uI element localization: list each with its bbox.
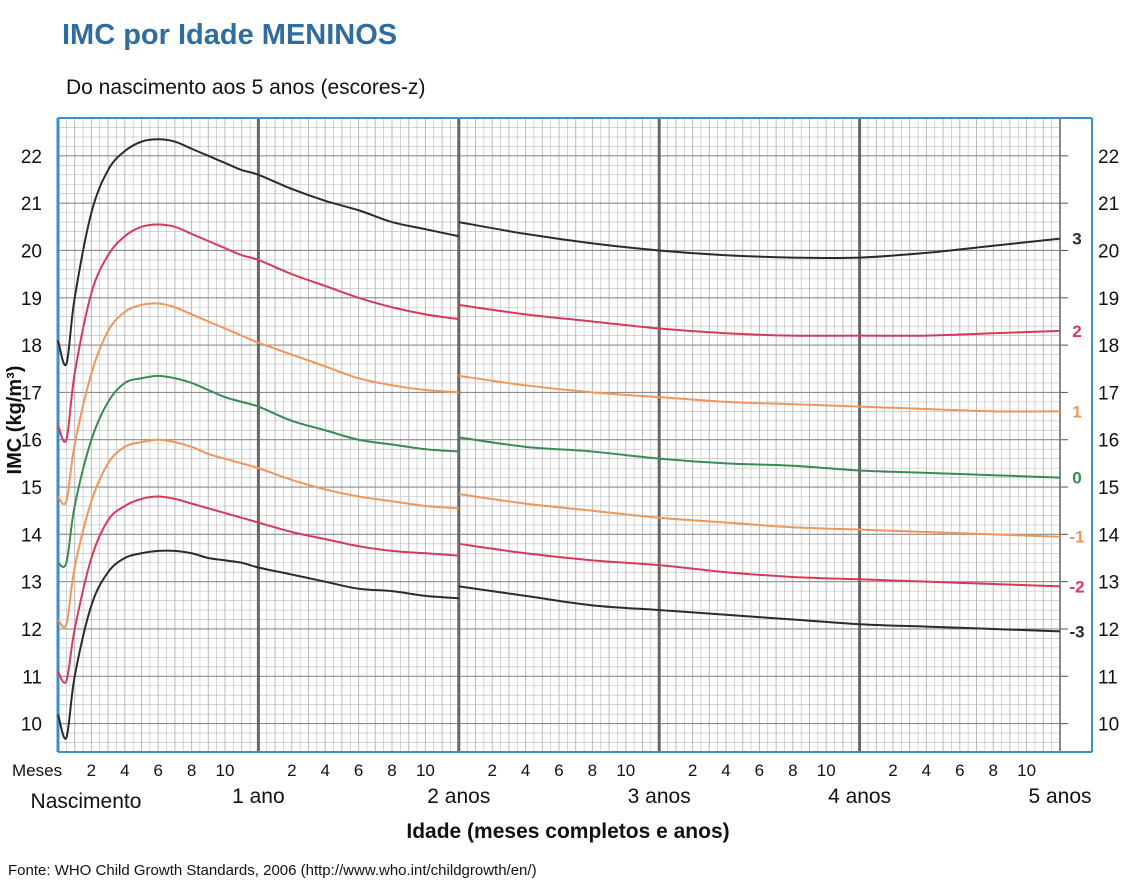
- x-year-label: Nascimento: [31, 790, 142, 813]
- x-month-tick-label: 6: [755, 761, 764, 780]
- curve-z-2: [57, 223, 459, 443]
- curve-z--2: [458, 542, 1061, 588]
- x-month-tick-label: 6: [955, 761, 964, 780]
- series-label-z-3: 3: [1072, 230, 1081, 249]
- x-month-tick-label: 8: [788, 761, 797, 780]
- y-tick-label-left: 17: [21, 383, 42, 404]
- y-tick-label-right: 21: [1098, 194, 1119, 215]
- y-tick-label-left: 22: [21, 147, 42, 168]
- x-month-tick-label: 4: [320, 761, 329, 780]
- y-axis-label: IMC (kg/m³): [4, 366, 26, 475]
- x-month-tick-label: 4: [721, 761, 730, 780]
- y-tick-label-right: 17: [1098, 383, 1119, 404]
- x-month-tick-label: 6: [153, 761, 162, 780]
- y-tick-label-left: 14: [21, 525, 43, 546]
- curve-z--3: [458, 585, 1061, 633]
- y-tick-label-right: 14: [1098, 525, 1120, 546]
- curve-z-1: [57, 302, 459, 506]
- x-month-tick-label: 8: [588, 761, 597, 780]
- series-label-z--1: -1: [1069, 528, 1084, 547]
- plot-frame: [56, 117, 1093, 753]
- series-label-z-1: 1: [1072, 402, 1081, 421]
- x-year-label: 3 anos: [628, 785, 691, 808]
- y-tick-label-left: 16: [21, 431, 42, 452]
- y-tick-label-left: 18: [21, 336, 42, 357]
- y-tick-label-right: 20: [1098, 241, 1119, 262]
- curve-z--2: [57, 495, 459, 684]
- y-tick-label-right: 22: [1098, 147, 1119, 168]
- y-tick-label-right: 18: [1098, 336, 1119, 357]
- x-year-label: 5 anos: [1028, 785, 1091, 808]
- x-month-tick-label: 8: [187, 761, 196, 780]
- y-tick-label-right: 11: [1098, 667, 1118, 688]
- curve-z-1: [458, 374, 1061, 413]
- y-tick-label-right: 16: [1098, 431, 1119, 452]
- x-month-tick-label: 10: [416, 761, 435, 780]
- x-year-label: 2 anos: [427, 785, 490, 808]
- curve-z--3: [57, 549, 459, 740]
- x-month-tick-label: 6: [554, 761, 563, 780]
- y-tick-label-right: 15: [1098, 478, 1119, 499]
- y-tick-label-left: 12: [21, 620, 42, 641]
- x-month-tick-label: 4: [521, 761, 530, 780]
- grid: [58, 117, 1060, 753]
- curve-z-3: [458, 221, 1061, 260]
- x-month-tick-label: 4: [922, 761, 931, 780]
- chart-subtitle: Do nascimento aos 5 anos (escores-z): [66, 76, 426, 99]
- y-tick-label-left: 20: [21, 241, 42, 262]
- x-month-tick-label: 10: [817, 761, 836, 780]
- x-axis-label: Idade (meses completos e anos): [406, 820, 729, 843]
- x-month-tick-label: 2: [87, 761, 96, 780]
- x-tick-labels: Meses 2 4 6 8 10 2 4 6 8 10 2 4 6 8 10 2 4 6 8 10 2 4 6 8 10 Nasci…: [12, 761, 1092, 813]
- x-month-tick-label: 6: [354, 761, 363, 780]
- x-year-label: 4 anos: [828, 785, 891, 808]
- series-label-z-2: 2: [1072, 322, 1081, 341]
- series-label-z--3: -3: [1069, 622, 1084, 641]
- x-month-tick-label: 2: [487, 761, 496, 780]
- source-note: Fonte: WHO Child Growth Standards, 2006 …: [8, 862, 537, 879]
- curve-z-0: [57, 374, 459, 568]
- x-month-tick-label: 8: [387, 761, 396, 780]
- x-meses-label: Meses: [12, 761, 62, 780]
- x-month-tick-label: 2: [287, 761, 296, 780]
- curve-z--1: [458, 493, 1061, 538]
- y-tick-label-right: 13: [1098, 573, 1119, 594]
- curve-z--1: [57, 438, 459, 629]
- x-month-tick-label: 10: [1017, 761, 1036, 780]
- y-tick-label-right: 19: [1098, 289, 1119, 310]
- series-labels: 3 2 1 0 -1 -2 -3: [1069, 230, 1084, 642]
- y-tick-label-right: 10: [1098, 715, 1119, 736]
- curves: [57, 138, 1061, 740]
- x-month-tick-label: 4: [120, 761, 129, 780]
- y-tick-label-left: 19: [21, 289, 42, 310]
- curve-z-2: [458, 303, 1061, 337]
- x-year-label: 1 ano: [232, 785, 285, 808]
- y-tick-label-left: 13: [21, 573, 42, 594]
- y-tick-label-right: 12: [1098, 620, 1119, 641]
- chart-title: IMC por Idade MENINOS: [62, 19, 397, 51]
- x-month-tick-label: 2: [688, 761, 697, 780]
- series-label-z-0: 0: [1072, 469, 1081, 488]
- curve-z-0: [458, 436, 1061, 479]
- x-month-tick-label: 8: [988, 761, 997, 780]
- y-tick-label-left: 10: [21, 715, 42, 736]
- x-month-tick-label: 10: [216, 761, 235, 780]
- y-tick-label-left: 21: [21, 194, 42, 215]
- series-label-z--2: -2: [1069, 577, 1084, 596]
- x-month-tick-label: 2: [888, 761, 897, 780]
- y-tick-label-left: 15: [21, 478, 42, 499]
- curve-z-3: [57, 138, 460, 367]
- x-month-tick-label: 10: [616, 761, 635, 780]
- y-tick-label-left: 11: [22, 667, 42, 688]
